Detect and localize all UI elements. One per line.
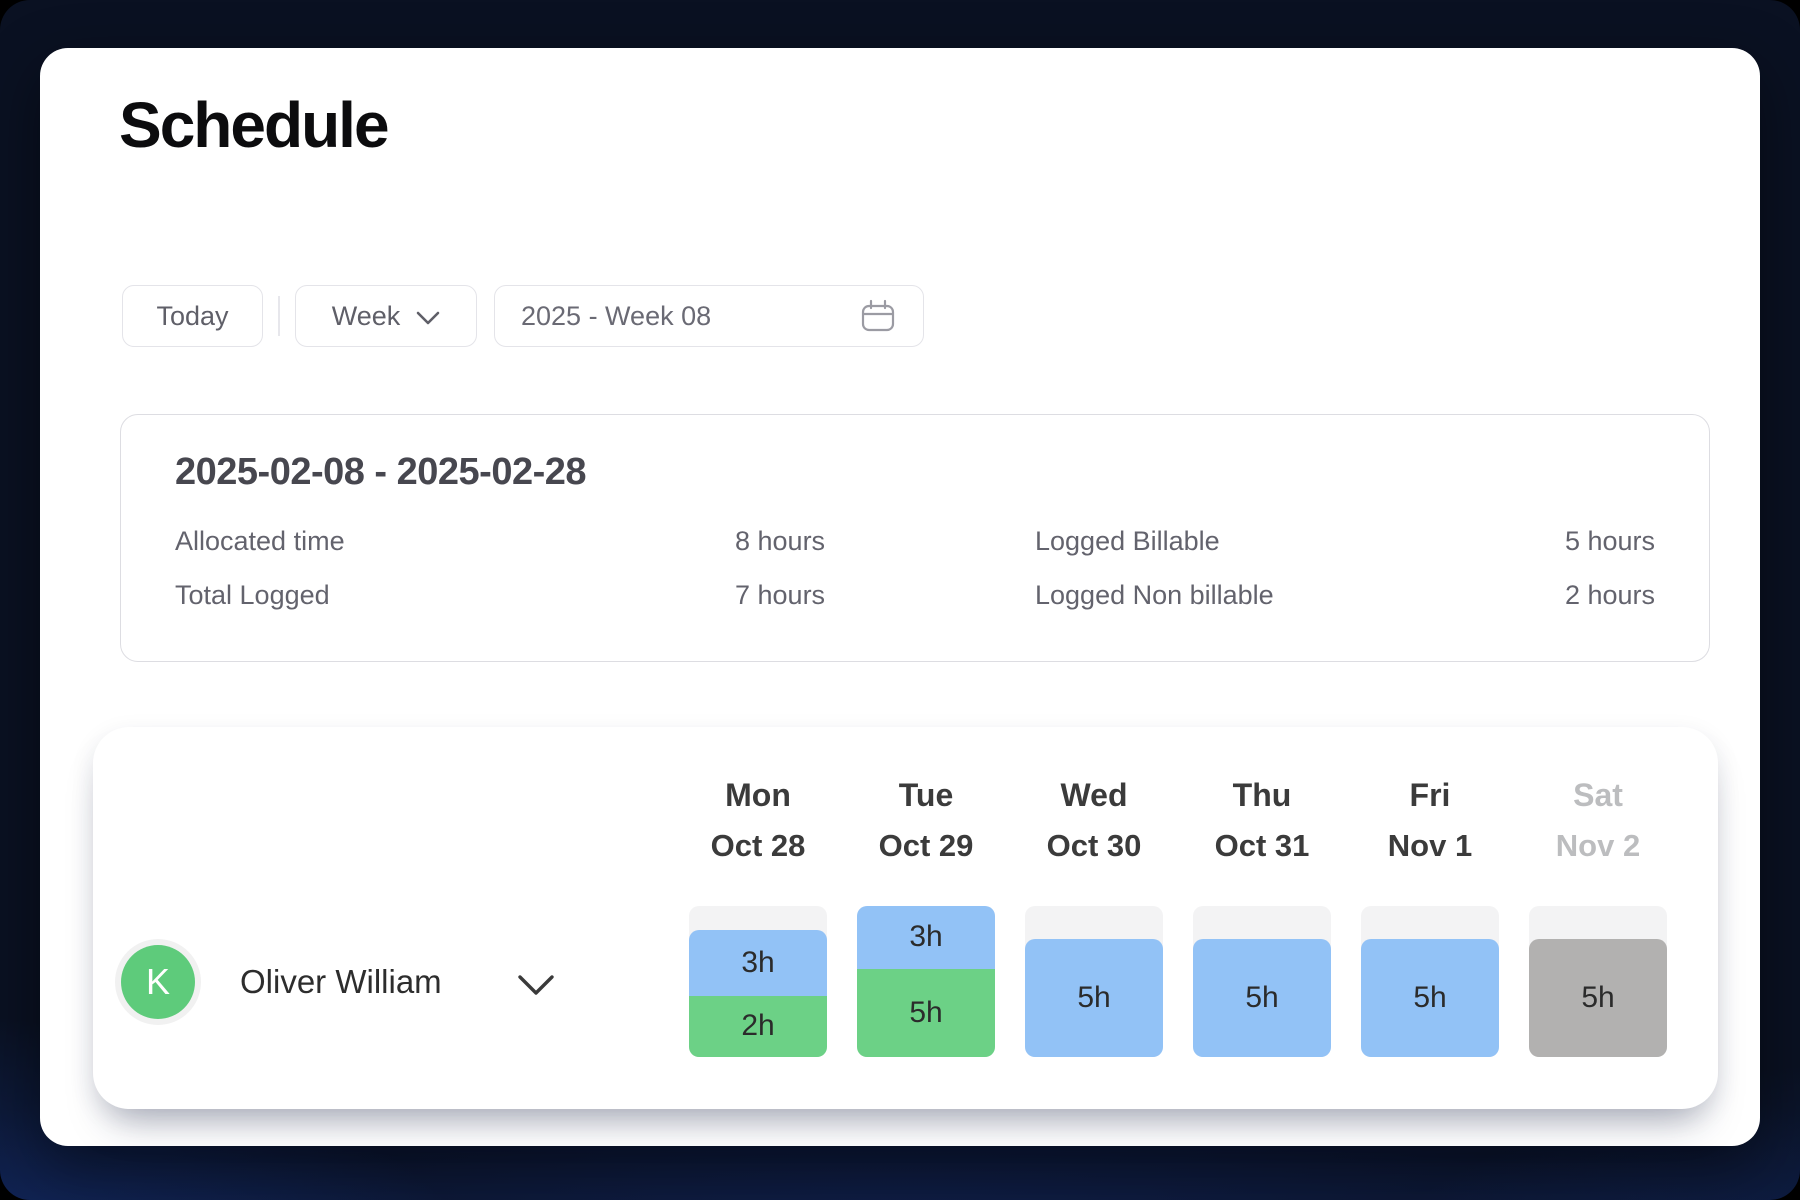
period-picker-value: 2025 - Week 08 [521, 300, 712, 331]
toolbar-divider [278, 296, 280, 336]
day-header-tue: Tue Oct 29 [857, 777, 995, 863]
day-name: Tue [898, 777, 954, 813]
summary-date-range: 2025-02-08 - 2025-02-28 [175, 451, 587, 493]
member-expand-chevron-icon[interactable] [517, 974, 555, 996]
day-header-mon: Mon Oct 28 [689, 777, 827, 863]
day-cell-fri[interactable]: 5h [1361, 906, 1499, 1057]
calendar-icon [859, 298, 897, 334]
summary-stats: Allocated time 8 hours Logged Billable 5… [175, 524, 1655, 612]
day-name: Thu [1232, 777, 1292, 813]
stat-label-logged-non-billable: Logged Non billable [1035, 580, 1274, 610]
day-cell-mon[interactable]: 3h 2h [689, 906, 827, 1057]
day-date: Oct 29 [878, 828, 974, 863]
cell-segment-empty [689, 906, 827, 930]
summary-card: 2025-02-08 - 2025-02-28 Allocated time 8… [120, 414, 1710, 662]
day-cell-sat[interactable]: 5h [1529, 906, 1667, 1057]
period-picker[interactable]: 2025 - Week 08 [494, 285, 924, 347]
cell-segment-scheduled[interactable]: 5h [1193, 939, 1331, 1057]
schedule-grid-card: Mon Oct 28 Tue Oct 29 Wed Oct 30 Thu Oct 31 Fri N… [93, 727, 1718, 1109]
stat-label-total-logged: Total Logged [175, 580, 330, 610]
day-header-sat: Sat Nov 2 [1529, 777, 1667, 863]
stat-value-logged-billable: 5 hours [1564, 526, 1655, 556]
cell-segment-logged[interactable]: 2h [689, 995, 827, 1057]
toolbar: Today Week 2025 - Week 08 [122, 285, 924, 347]
day-name: Sat [1573, 777, 1623, 813]
stat-value-total-logged: 7 hours [735, 580, 826, 610]
cell-segment-scheduled[interactable]: 5h [1025, 939, 1163, 1057]
stat-value-allocated-time: 8 hours [735, 526, 826, 556]
day-header-wed: Wed Oct 30 [1025, 777, 1163, 863]
stat-value-logged-non-billable: 2 hours [1564, 580, 1655, 610]
cell-segment-empty [1193, 906, 1331, 939]
day-date: Oct 30 [1046, 828, 1142, 863]
cell-segment-scheduled[interactable]: 5h [1361, 939, 1499, 1057]
view-select[interactable]: Week [295, 285, 477, 347]
days-header: Mon Oct 28 Tue Oct 29 Wed Oct 30 Thu Oct 31 Fri N… [689, 777, 1667, 863]
today-button-label: Today [156, 300, 229, 331]
day-name: Wed [1060, 777, 1128, 813]
day-header-fri: Fri Nov 1 [1361, 777, 1499, 863]
day-header-thu: Thu Oct 31 [1193, 777, 1331, 863]
member-name: Oliver William [240, 962, 442, 1000]
cells-row: 3h 2h 3h 5h 5h 5h 5h 5h [689, 906, 1667, 1057]
day-date: Oct 28 [710, 828, 806, 863]
day-date: Nov 1 [1387, 828, 1473, 863]
cell-segment-logged[interactable]: 5h [857, 968, 995, 1057]
stat-label-logged-billable: Logged Billable [1035, 526, 1220, 556]
schedule-page-card: Schedule Today Week 2025 - Week 08 [40, 48, 1760, 1146]
avatar-initial: K [145, 960, 170, 1002]
day-name: Mon [725, 777, 791, 813]
cell-segment-scheduled[interactable]: 3h [689, 929, 827, 996]
cell-segment-empty [1025, 906, 1163, 939]
today-button[interactable]: Today [122, 285, 263, 347]
stat-label-allocated-time: Allocated time [175, 526, 345, 556]
day-date: Oct 31 [1214, 828, 1310, 863]
day-cell-tue[interactable]: 3h 5h [857, 906, 995, 1057]
day-name: Fri [1409, 777, 1451, 813]
cell-segment-empty [1361, 906, 1499, 939]
day-cell-thu[interactable]: 5h [1193, 906, 1331, 1057]
day-cell-wed[interactable]: 5h [1025, 906, 1163, 1057]
cell-segment-empty [1529, 906, 1667, 939]
day-date: Nov 2 [1555, 828, 1641, 863]
cell-segment-scheduled[interactable]: 3h [857, 906, 995, 969]
view-select-value: Week [331, 300, 401, 331]
chevron-down-icon [416, 311, 440, 325]
member-row: K Oliver William [121, 906, 555, 1057]
page-title: Schedule [119, 89, 390, 161]
cell-segment-weekend[interactable]: 5h [1529, 939, 1667, 1057]
avatar: K [121, 944, 195, 1019]
